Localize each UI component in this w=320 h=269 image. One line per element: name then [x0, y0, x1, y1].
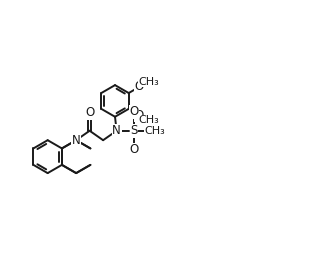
- Text: N: N: [72, 134, 81, 147]
- Text: CH₃: CH₃: [138, 115, 159, 125]
- Text: O: O: [129, 105, 139, 118]
- Text: S: S: [130, 124, 138, 137]
- Text: O: O: [85, 106, 94, 119]
- Text: O: O: [135, 80, 144, 93]
- Text: N: N: [112, 124, 121, 137]
- Text: CH₃: CH₃: [138, 76, 159, 87]
- Text: O: O: [129, 143, 139, 156]
- Text: O: O: [135, 108, 144, 122]
- Text: CH₃: CH₃: [145, 126, 165, 136]
